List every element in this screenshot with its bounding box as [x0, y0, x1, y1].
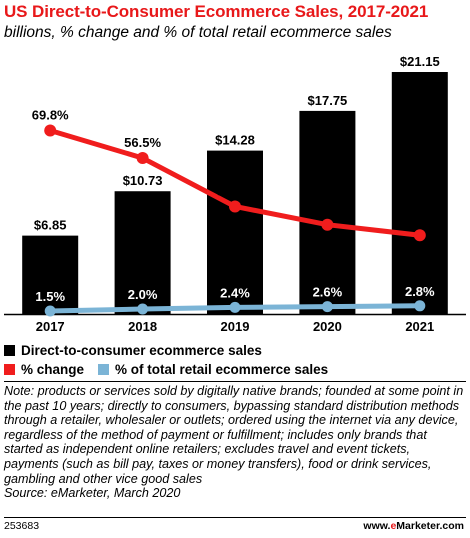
label-pct-total-2021: 2.8% — [405, 284, 435, 299]
bar-2018 — [114, 191, 171, 314]
bar-2020 — [299, 110, 356, 314]
label-pct-change-2021: 19.2% — [401, 212, 438, 227]
label-pct-change-2018: 56.5% — [124, 135, 161, 150]
bar-label-2019: $14.28 — [215, 133, 255, 148]
label-pct-total-2017: 1.5% — [35, 289, 65, 304]
legend-item-lines: % change % of total retail ecommerce sal… — [4, 360, 328, 378]
notes-block: Note: products or services sold by digit… — [4, 384, 468, 501]
chart-subtitle: billions, % change and % of total retail… — [4, 24, 392, 41]
x-tick-2017: 2017 — [36, 319, 65, 334]
divider-bottom — [4, 517, 466, 518]
brand-link[interactable]: www.eMarketer.com — [363, 520, 464, 532]
point-pct-total-2021 — [414, 300, 426, 312]
label-pct-total-2018: 2.0% — [128, 287, 158, 302]
brand-suffix: Marketer.com — [396, 520, 464, 532]
bar-label-2018: $10.73 — [123, 173, 163, 188]
chart-id: 253683 — [4, 520, 40, 532]
brand-prefix: www. — [363, 520, 391, 532]
point-pct-change-2017 — [44, 124, 57, 137]
note-text: Note: products or services sold by digit… — [4, 384, 464, 486]
x-tick-2019: 2019 — [221, 319, 250, 334]
point-pct-change-2019 — [229, 200, 241, 213]
brand-e: e — [390, 520, 397, 532]
legend-swatch-share — [98, 363, 110, 375]
source-text: Source: eMarketer, March 2020 — [4, 486, 181, 501]
x-tick-2018: 2018 — [128, 319, 157, 334]
legend-item-sales: Direct-to-consumer ecommerce sales — [4, 341, 328, 359]
bar-label-2017: $6.85 — [34, 218, 67, 233]
combo-chart: $6.85 $10.73 $14.28 $17.75 $21.15 2017 2018 201… — [4, 54, 466, 334]
label-pct-total-2020: 2.6% — [313, 285, 343, 300]
legend-label-share: % of total retail ecommerce sales — [115, 361, 329, 377]
point-pct-change-2021 — [413, 229, 426, 242]
footer: 253683 www.eMarketer.com — [4, 520, 464, 532]
point-pct-total-2019 — [229, 301, 241, 313]
legend-swatch-change — [4, 363, 15, 375]
point-pct-total-2017 — [44, 305, 56, 317]
bar-2019 — [207, 150, 263, 314]
point-pct-total-2020 — [321, 301, 333, 313]
label-pct-change-2020: 24.3% — [309, 202, 346, 217]
point-pct-total-2018 — [137, 303, 149, 315]
x-tick-2021: 2021 — [405, 319, 434, 334]
legend-swatch-sales — [4, 344, 15, 356]
label-pct-total-2019: 2.4% — [220, 285, 250, 300]
legend: Direct-to-consumer ecommerce sales % cha… — [4, 341, 328, 378]
label-pct-change-2017: 69.8% — [32, 108, 69, 123]
bar-2021 — [391, 72, 448, 314]
divider-top — [4, 381, 466, 382]
chart-title: US Direct-to-Consumer Ecommerce Sales, 2… — [4, 2, 429, 21]
x-tick-2020: 2020 — [313, 319, 342, 334]
legend-label-change: % change — [21, 361, 85, 377]
label-pct-change-2019: 33.1% — [217, 183, 254, 198]
point-pct-change-2020 — [321, 218, 334, 231]
bar-2017 — [22, 235, 79, 314]
bar-label-2020: $17.75 — [308, 93, 348, 108]
bar-label-2021: $21.15 — [400, 54, 440, 69]
legend-label-sales: Direct-to-consumer ecommerce sales — [21, 342, 262, 358]
point-pct-change-2018 — [136, 152, 149, 165]
